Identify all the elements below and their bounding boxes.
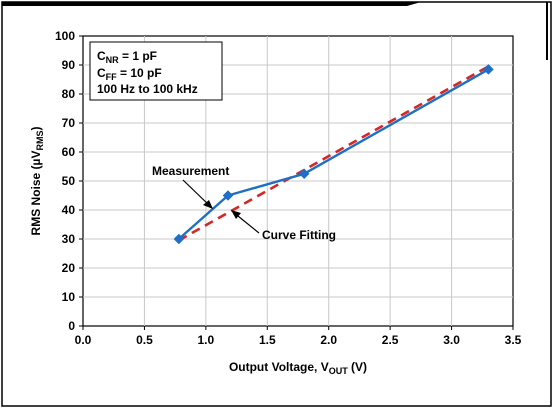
data-point-measurement: [173, 233, 185, 245]
condition-box-frame: [89, 41, 223, 101]
x-tick-label: 2.0: [320, 333, 337, 347]
y-tick-label: 60: [62, 145, 76, 159]
axis-ticks: [79, 35, 514, 330]
y-tick-label: 0: [68, 319, 75, 333]
y-tick-label: 10: [62, 290, 76, 304]
x-tick-labels: 0.0 0.5 1.0 1.5 2.0 2.5 3.0 3.5: [75, 333, 522, 347]
x-axis-title: Output Voltage, VOUT (V): [229, 360, 367, 376]
x-tick-label: 3.0: [443, 333, 460, 347]
x-tick-label: 0.0: [75, 333, 92, 347]
condition-line-1: CNR = 1 pF: [97, 49, 157, 65]
condition-box: CNR = 1 pF CFF = 10 pF 100 Hz to 100 kHz: [89, 41, 223, 101]
data-point-measurement: [298, 168, 310, 180]
x-tick-label: 1.0: [198, 333, 215, 347]
x-tick-label: 3.5: [505, 333, 522, 347]
data-point-measurement: [483, 63, 494, 75]
top-bar: [2, 2, 421, 6]
annotation-measurement: Measurement: [152, 164, 229, 178]
condition-line-3: 100 Hz to 100 kHz: [97, 82, 198, 96]
y-tick-label: 90: [62, 58, 76, 72]
annotation-curve-fitting: Curve Fitting: [262, 228, 336, 242]
y-tick-label: 40: [62, 203, 76, 217]
annotation-measurement-arrow: [182, 179, 213, 209]
series-line-measurement: [178, 68, 489, 240]
x-tick-label: 2.5: [382, 333, 399, 347]
data-point-measurement: [222, 190, 234, 201]
y-tick-label: 70: [62, 116, 76, 130]
y-tick-label: 50: [62, 174, 76, 188]
y-tick-label: 30: [62, 232, 76, 246]
series-layer: [173, 63, 494, 245]
y-tick-label: 20: [62, 261, 76, 275]
y-tick-label: 100: [55, 29, 75, 43]
x-tick-label: 0.5: [136, 333, 153, 347]
y-tick-labels: 0 10 20 30 40 50 60 70 80 90 100: [55, 29, 75, 333]
y-axis-title: RMS Noise (µVRMS): [29, 127, 45, 236]
annotation-curve-fitting-arrow: [231, 210, 260, 234]
condition-line-2: CFF = 10 pF: [97, 66, 162, 82]
y-tick-label: 80: [62, 87, 76, 101]
x-tick-label: 1.5: [259, 333, 276, 347]
